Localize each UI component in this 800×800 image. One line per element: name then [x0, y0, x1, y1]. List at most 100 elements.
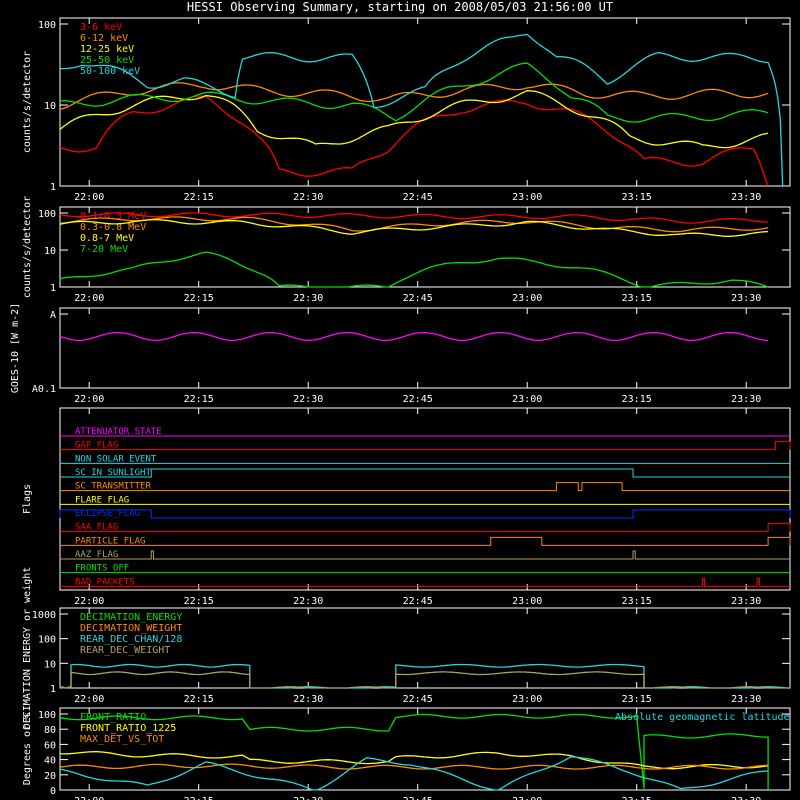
y-axis-label: counts/s/detector: [22, 196, 33, 298]
x-tick-label: 23:30: [731, 796, 761, 800]
flag-line: [60, 441, 791, 451]
legend-entry: FRONT_RATIO: [80, 712, 146, 723]
legend-entry: Absolute geomagnetic latitude: [615, 712, 790, 723]
panel-frame-6: [59, 707, 791, 791]
y-tick-label: 1: [50, 684, 56, 695]
legend-entry: 25-50 keV: [80, 55, 134, 66]
legend-entry: REAR_DEC_WEIGHT: [80, 645, 170, 656]
x-tick-label: 23:15: [622, 596, 652, 607]
x-tick-label: 22:45: [403, 293, 433, 304]
series-line: [59, 216, 769, 233]
series-line: [59, 219, 769, 237]
y-tick-label: 100: [38, 635, 56, 646]
x-tick-label: 22:00: [74, 596, 104, 607]
y-tick-label: 100: [38, 20, 56, 31]
plot-title: HESSI Observing Summary, starting on 200…: [186, 0, 614, 14]
series-line: [59, 33, 784, 187]
x-tick-label: 22:30: [293, 694, 323, 705]
series-line: [59, 751, 769, 770]
flag-line: [60, 536, 791, 546]
legend-entry: DECIMATION_WEIGHT: [80, 623, 182, 634]
y-tick-label: 1: [50, 182, 56, 193]
x-tick-label: 23:30: [731, 394, 761, 405]
x-tick-label: 23:00: [512, 694, 542, 705]
legend-entry: 7-20 MeV: [80, 244, 128, 255]
y-tick-label: 0: [50, 786, 56, 797]
y-tick-label: 100: [38, 710, 56, 721]
panel-frame-4: [59, 407, 791, 591]
flag-line: [60, 523, 791, 533]
flag-line: [60, 577, 790, 587]
panel-frame-5: [59, 607, 791, 689]
x-tick-label: 22:00: [74, 394, 104, 405]
x-tick-label: 23:30: [731, 694, 761, 705]
x-tick-label: 23:15: [622, 192, 652, 203]
series-line: [59, 763, 769, 770]
series-line: [59, 331, 769, 342]
legend-entry: 0.8-7 MeV: [80, 233, 134, 244]
x-tick-label: 22:30: [293, 394, 323, 405]
x-tick-label: 23:00: [512, 394, 542, 405]
y-tick-label: 1000: [32, 610, 56, 621]
flag-label: ECLIPSE_FLAG: [75, 509, 140, 519]
x-tick-label: 22:30: [293, 293, 323, 304]
series-line: [59, 671, 790, 689]
legend-entry: 0.3-0.8 MeV: [80, 222, 146, 233]
x-tick-label: 23:15: [622, 394, 652, 405]
x-tick-label: 23:00: [512, 192, 542, 203]
x-tick-label: 23:15: [622, 694, 652, 705]
x-tick-label: 22:45: [403, 596, 433, 607]
x-tick-label: 22:30: [293, 596, 323, 607]
flag-line: [60, 482, 790, 492]
x-tick-label: 23:30: [731, 596, 761, 607]
y-axis-label: Degrees or %: [22, 713, 33, 785]
y-tick-label: 80: [44, 725, 56, 736]
panel-frame-2: [59, 206, 791, 288]
flag-line: [60, 468, 790, 478]
x-tick-label: 22:45: [403, 192, 433, 203]
y-tick-label: 20: [44, 771, 56, 782]
y-axis-label: GOES-10 [W m-2]: [10, 303, 21, 393]
legend-entry: MAX_DET_VS_TOT: [80, 734, 164, 745]
y-tick-label: 60: [44, 740, 56, 751]
series-line: [59, 90, 769, 149]
y-tick-label: 40: [44, 756, 56, 767]
y-tick-label: A0.1: [32, 384, 56, 395]
flag-label: SC_TRANSMITTER: [75, 482, 151, 492]
x-tick-label: 23:15: [622, 293, 652, 304]
legend-entry: 6-12 keV: [80, 33, 128, 44]
x-tick-label: 22:15: [184, 694, 214, 705]
x-tick-label: 22:45: [403, 394, 433, 405]
x-tick-label: 23:30: [731, 192, 761, 203]
x-tick-label: 22:15: [184, 596, 214, 607]
y-axis-label: Flags: [22, 484, 33, 514]
x-tick-label: 23:00: [512, 596, 542, 607]
y-tick-label: A: [50, 310, 56, 321]
legend-entry: DECIMATION_ENERGY: [80, 612, 182, 623]
x-tick-label: 23:15: [622, 796, 652, 800]
legend-entry: 50-100 keV: [80, 66, 140, 77]
x-tick-label: 22:15: [184, 192, 214, 203]
flag-label: BAD_PACKETS: [75, 577, 135, 587]
legend-entry: 0.1-0.3 MeV: [80, 211, 146, 222]
y-tick-label: 10: [44, 101, 56, 112]
series-line: [59, 713, 769, 790]
series-line: [59, 212, 769, 224]
y-axis-label: DECIMATION ENERGY or weight: [22, 567, 33, 730]
flag-label: NON_SOLAR_EVENT: [75, 454, 157, 464]
flag-label: AAZ_FLAG: [75, 550, 118, 560]
x-tick-label: 22:15: [184, 293, 214, 304]
x-tick-label: 23:00: [512, 796, 542, 800]
legend-entry: FRONT_RATIO_1225: [80, 723, 176, 734]
flag-label: ATTENUATOR_STATE: [75, 427, 162, 437]
flag-label: FRONTS_OFF: [75, 564, 129, 574]
series-line: [59, 82, 769, 111]
series-line: [59, 251, 769, 288]
series-line: [59, 95, 769, 187]
flag-label: PARTICLE_FLAG: [75, 536, 145, 546]
flag-line: [59, 509, 791, 519]
x-tick-label: 22:45: [403, 694, 433, 705]
y-tick-label: 10: [44, 659, 56, 670]
x-tick-label: 22:00: [74, 293, 104, 304]
